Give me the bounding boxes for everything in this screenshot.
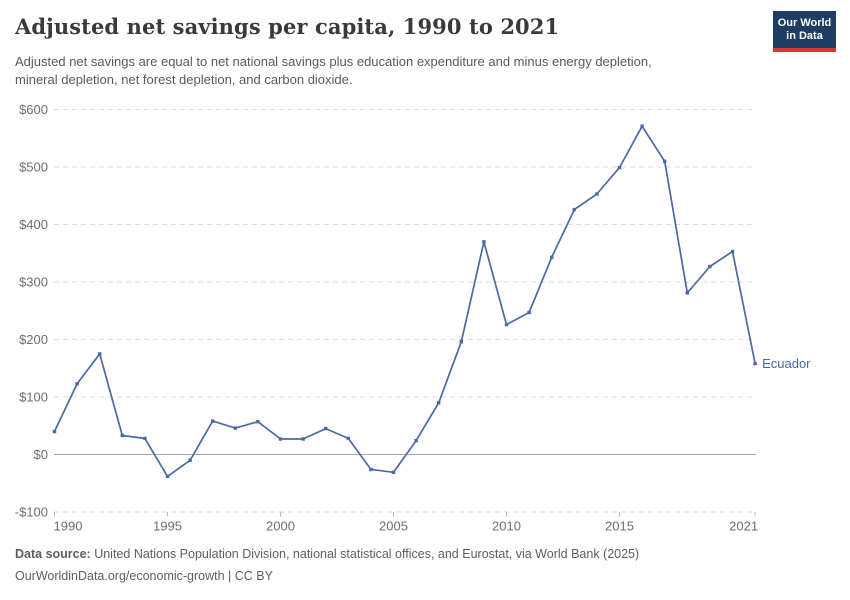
x-tick-label: 2015 [605, 519, 634, 534]
chart-footer: Data source: United Nations Population D… [15, 546, 835, 590]
data-source-line: Data source: United Nations Population D… [15, 546, 835, 562]
x-tick-label: 2010 [492, 519, 521, 534]
x-tick-label: 2000 [266, 519, 295, 534]
chart-subtitle: Adjusted net savings are equal to net na… [15, 54, 652, 87]
y-tick-label: -$100 [15, 505, 48, 520]
y-tick-label: $100 [19, 390, 48, 405]
data-source-label: Data source: [15, 547, 91, 561]
page-title: Adjusted net savings per capita, 1990 to… [15, 14, 560, 39]
y-tick-label: $0 [34, 447, 48, 462]
x-tick-label: 2005 [379, 519, 408, 534]
x-tick-label: 1990 [54, 519, 83, 534]
gridlines-and-y-axis: -$100 $0 $100 $200 $300 $400 $500 $600 [15, 102, 756, 520]
series-label-ecuador: Ecuador [762, 356, 811, 371]
footer-link: OurWorldinData.org/economic-growth | CC … [15, 569, 273, 583]
x-axis: 1990 1995 2000 2005 2010 2015 2021 [54, 512, 758, 534]
owid-logo: Our World in Data [773, 11, 836, 52]
y-tick-label: $300 [19, 275, 48, 290]
x-tick-label: 2021 [729, 519, 758, 534]
data-source-text: United Nations Population Division, nati… [90, 547, 640, 561]
x-tick-label: 1995 [153, 519, 182, 534]
line-chart: -$100 $0 $100 $200 $300 $400 $500 $600 1990 1995 2… [15, 102, 811, 534]
y-tick-label: $500 [19, 160, 48, 175]
y-tick-label: $200 [19, 332, 48, 347]
y-tick-label: $600 [19, 102, 48, 117]
y-tick-label: $400 [19, 217, 48, 232]
ecuador-series-line [53, 125, 756, 478]
owid-logo-line2: in Data [786, 29, 823, 42]
ecuador-data-points [52, 124, 757, 479]
owid-logo-line1: Our World [777, 16, 832, 29]
